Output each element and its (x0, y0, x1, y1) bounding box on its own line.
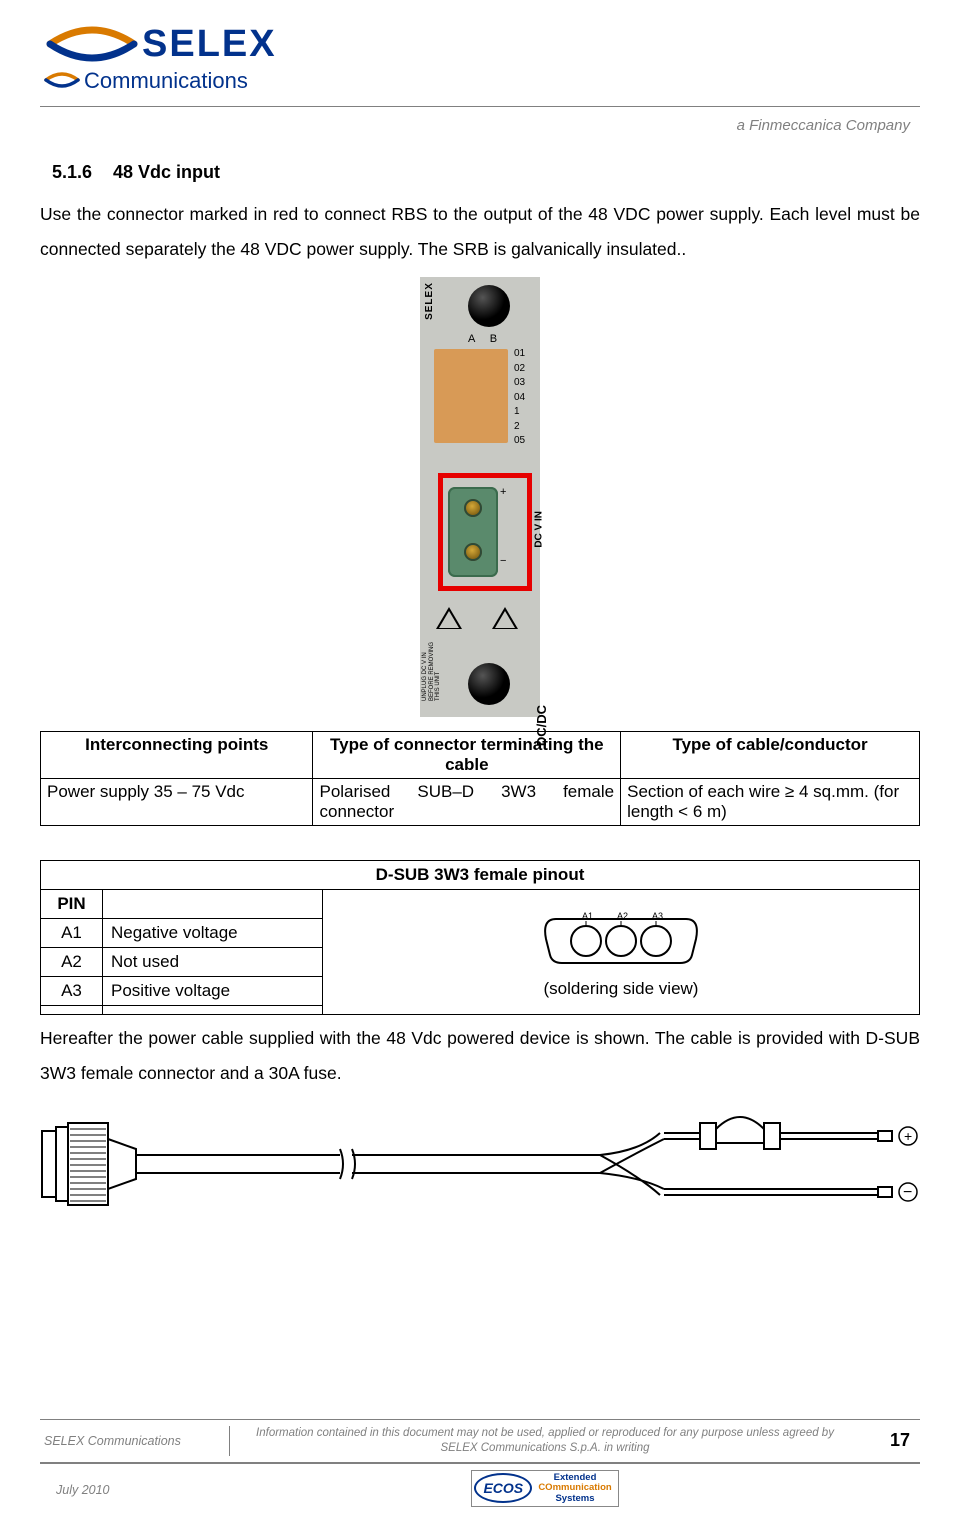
cell: Polarised SUB–D 3W3 female connector (313, 779, 621, 826)
col-header: Interconnecting points (41, 732, 313, 779)
terminal-minus (464, 543, 482, 561)
table-row: PIN A1 A2 A3 (soldering side view) (41, 890, 920, 919)
spacer (40, 826, 920, 860)
cell: Section of each wire ≥ 4 sq.mm. (for len… (621, 779, 920, 826)
svg-text:A2: A2 (617, 911, 628, 921)
pinout-title: D-SUB 3W3 female pinout (41, 861, 920, 890)
cell: Negative voltage (103, 919, 323, 948)
cell: Positive voltage (103, 977, 323, 1006)
pinout-title-row: D-SUB 3W3 female pinout (41, 861, 920, 890)
warning-triangles (436, 607, 518, 629)
cell (103, 1006, 323, 1015)
section-title: 48 Vdc input (113, 162, 220, 182)
cell: A2 (41, 948, 103, 977)
footer-disclaimer: Information contained in this document m… (230, 1420, 860, 1462)
soldering-caption: (soldering side view) (331, 979, 911, 999)
paragraph-2: Hereafter the power cable supplied with … (40, 1021, 920, 1091)
pinout-table: D-SUB 3W3 female pinout PIN A1 A2 A3 (so… (40, 860, 920, 1015)
company-logo: SELEX Communications (40, 0, 920, 102)
page-number: 17 (860, 1430, 920, 1451)
cell (103, 890, 323, 919)
section-heading: 5.1.6 48 Vdc input (40, 162, 920, 183)
screw-bottom (468, 663, 510, 705)
page-footer: SELEX Communications Information contain… (40, 1419, 920, 1507)
svg-text:A1: A1 (582, 911, 593, 921)
cell: A3 (41, 977, 103, 1006)
ecos-acronym: ECOS (474, 1473, 532, 1503)
svg-text:+: + (904, 1128, 912, 1144)
dsub-diagram: A1 A2 A3 (536, 911, 706, 969)
orange-connector-block (434, 349, 508, 443)
warning-triangle-icon (492, 607, 518, 629)
terminal-plus (464, 499, 482, 517)
col-header: Type of cable/conductor (621, 732, 920, 779)
cable-svg: + − (40, 1109, 920, 1219)
cell: Not used (103, 948, 323, 977)
cell (41, 1006, 103, 1015)
svg-text:A3: A3 (652, 911, 663, 921)
device-brand: SELEX (424, 271, 435, 331)
dc-v-in-label: DC V IN (534, 511, 545, 548)
ecos-logo: ECOS Extended COmmunication Systems (230, 1464, 860, 1507)
tagline: a Finmeccanica Company (40, 109, 920, 162)
header-rule (40, 106, 920, 107)
svg-text:−: − (903, 1184, 912, 1201)
svg-text:SELEX: SELEX (142, 23, 277, 65)
warning-triangle-icon (436, 607, 462, 629)
green-power-connector (448, 487, 498, 577)
device-panel: SELEX A B 01 02 03 04 1 2 05 DC V IN + −… (420, 277, 540, 717)
selex-logo-svg: SELEX Communications (40, 18, 340, 96)
cable-figure: + − (40, 1109, 920, 1224)
dcdc-label: DC/DC (534, 705, 549, 746)
ab-label: A B (468, 333, 503, 345)
ecos-expansion: Extended COmmunication Systems (538, 1473, 611, 1504)
device-figure: SELEX A B 01 02 03 04 1 2 05 DC V IN + −… (40, 277, 920, 717)
cell: Power supply 35 – 75 Vdc (41, 779, 313, 826)
pin-header: PIN (41, 890, 103, 919)
svg-text:Communications: Communications (84, 68, 248, 93)
cell: A1 (41, 919, 103, 948)
polarity-labels: + − (500, 487, 506, 567)
table-row: Power supply 35 – 75 Vdc Polarised SUB–D… (41, 779, 920, 826)
unplug-warning-text: UNPLUG DC V IN BEFORE REMOVING THIS UNIT (422, 641, 442, 701)
footer-sub-row: July 2010 ECOS Extended COmmunication Sy… (40, 1464, 920, 1507)
paragraph-1: Use the connector marked in red to conne… (40, 197, 920, 267)
col-header: Type of connector terminating the cable (313, 732, 621, 779)
footer-row: SELEX Communications Information contain… (40, 1419, 920, 1464)
screw-top (468, 285, 510, 327)
connector-table: Interconnecting points Type of connector… (40, 731, 920, 826)
table-header-row: Interconnecting points Type of connector… (41, 732, 920, 779)
footer-date: July 2010 (40, 1473, 230, 1497)
section-number: 5.1.6 (52, 162, 108, 183)
pin-numbers: 01 02 03 04 1 2 05 (514, 347, 525, 449)
pinout-diagram-cell: A1 A2 A3 (soldering side view) (323, 890, 920, 1015)
footer-company: SELEX Communications (40, 1426, 230, 1456)
